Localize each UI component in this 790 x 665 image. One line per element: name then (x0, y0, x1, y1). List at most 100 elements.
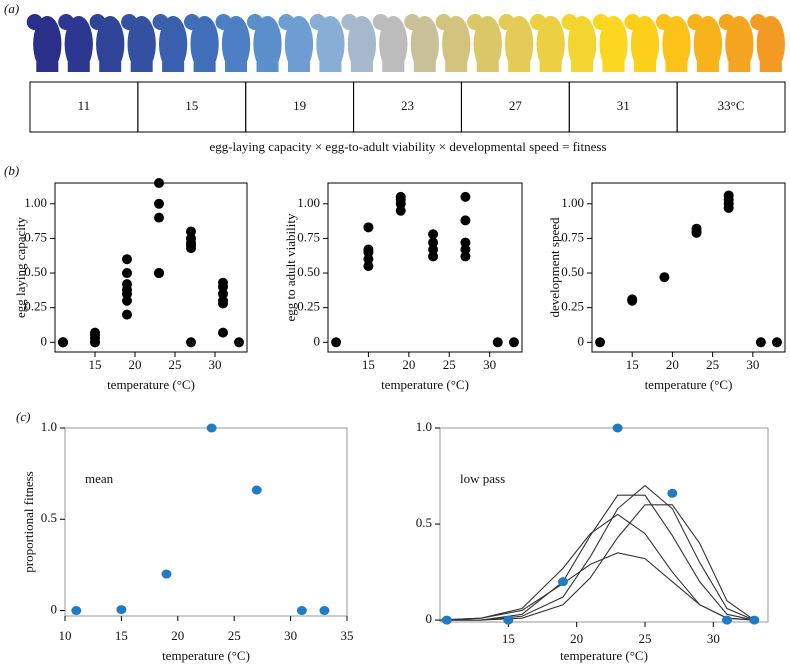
data-point (771, 337, 782, 348)
beetle-head (467, 14, 484, 30)
y-tick-label: 0 (51, 602, 58, 617)
beetle-head (404, 14, 421, 30)
y-tick-label: 1.0 (41, 419, 57, 434)
plot-frame (327, 182, 523, 353)
beetle-legs (665, 62, 688, 72)
y-axis-title: egg laying capacity (13, 216, 28, 318)
beetle-icon (750, 14, 785, 72)
beetle-icon (215, 14, 251, 72)
beetle-legs (759, 62, 782, 72)
fit-curve (440, 504, 755, 621)
data-point (363, 254, 374, 265)
temperature-label: 11 (78, 98, 91, 113)
data-point (90, 337, 100, 348)
x-tick-label: 20 (570, 631, 583, 646)
beetle-body (221, 16, 251, 72)
data-point (90, 327, 100, 338)
beetle-head (435, 14, 452, 30)
x-tick-label: 15 (626, 357, 639, 372)
y-tick-label: 0.5 (416, 515, 432, 530)
data-point (749, 615, 760, 625)
y-tick-label: 0.25 (24, 299, 47, 314)
data-point (441, 615, 452, 625)
beetle-body (158, 16, 188, 72)
data-point (251, 485, 262, 495)
beetle-head (278, 14, 295, 30)
data-point (234, 337, 244, 348)
x-tick-label: 30 (284, 628, 297, 643)
data-point (558, 577, 568, 587)
data-point (460, 237, 471, 248)
temperature-label: 15 (185, 98, 198, 113)
beetle-body (127, 16, 156, 72)
data-point (722, 615, 732, 625)
beetle-head (26, 14, 43, 30)
data-point (218, 327, 228, 338)
data-point (627, 294, 638, 305)
x-tick-label: 15 (362, 357, 375, 372)
beetle-icon (655, 14, 691, 72)
beetle-body (630, 16, 660, 72)
beetle-head (750, 14, 767, 30)
beetle-icon (624, 14, 660, 72)
x-axis-title: temperature (°C) (381, 377, 469, 392)
beetle-body (756, 16, 785, 72)
beetle-icon (121, 14, 156, 72)
data-point (428, 251, 439, 262)
x-tick-label: 25 (706, 357, 719, 372)
beetle-head (655, 14, 672, 30)
beetle-body (96, 16, 125, 72)
data-point (122, 279, 132, 290)
y-tick-label: 0.5 (41, 510, 57, 525)
beetle-legs (36, 62, 59, 72)
beetle-icon (372, 14, 408, 72)
x-tick-label: 20 (129, 357, 142, 372)
beetle-legs (696, 62, 719, 72)
beetle-body (190, 16, 219, 72)
beetle-body (284, 16, 314, 72)
temperature-label: 27 (509, 98, 523, 113)
beetle-head (624, 14, 641, 30)
data-point (460, 215, 471, 226)
y-tick-label: 0 (426, 611, 433, 626)
beetle-body (693, 16, 723, 72)
beetle-legs (287, 62, 310, 72)
beetle-body (567, 16, 597, 72)
beetle-body (64, 16, 93, 72)
beetle-legs (476, 62, 499, 72)
x-tick-label: 20 (402, 357, 415, 372)
data-point (116, 605, 127, 615)
x-tick-label: 25 (639, 631, 652, 646)
y-tick-label: 0.50 (24, 264, 47, 279)
plot-frame (64, 427, 348, 617)
x-tick-label: 20 (171, 628, 184, 643)
y-tick-label: 0.75 (561, 229, 584, 244)
data-point (331, 337, 342, 348)
beetle-icon (718, 14, 754, 72)
y-tick-label: 0.75 (297, 229, 320, 244)
temperature-label: 33°C (718, 98, 745, 113)
beetle-icon (530, 14, 565, 72)
beetle-body (347, 16, 377, 72)
beetle-head (309, 14, 326, 30)
beetle-head (152, 14, 169, 30)
data-point (723, 190, 734, 201)
data-point (154, 198, 164, 209)
beetle-legs (382, 62, 405, 72)
data-point (667, 488, 678, 498)
beetle-head (561, 14, 578, 30)
beetle-head (530, 14, 547, 30)
x-axis-title: temperature (°C) (645, 377, 733, 392)
beetle-icon (58, 14, 93, 72)
temperature-label: 23 (401, 98, 414, 113)
x-tick-label: 35 (341, 628, 354, 643)
y-tick-label: 1.00 (297, 195, 320, 210)
beetle-body (536, 16, 565, 72)
beetle-icon (152, 14, 188, 72)
fit-curve (440, 484, 755, 621)
data-point (154, 178, 164, 188)
beetle-legs (445, 62, 468, 72)
y-tick-label: 0.75 (24, 229, 47, 244)
beetle-head (687, 14, 704, 30)
beetle-head (341, 14, 358, 30)
